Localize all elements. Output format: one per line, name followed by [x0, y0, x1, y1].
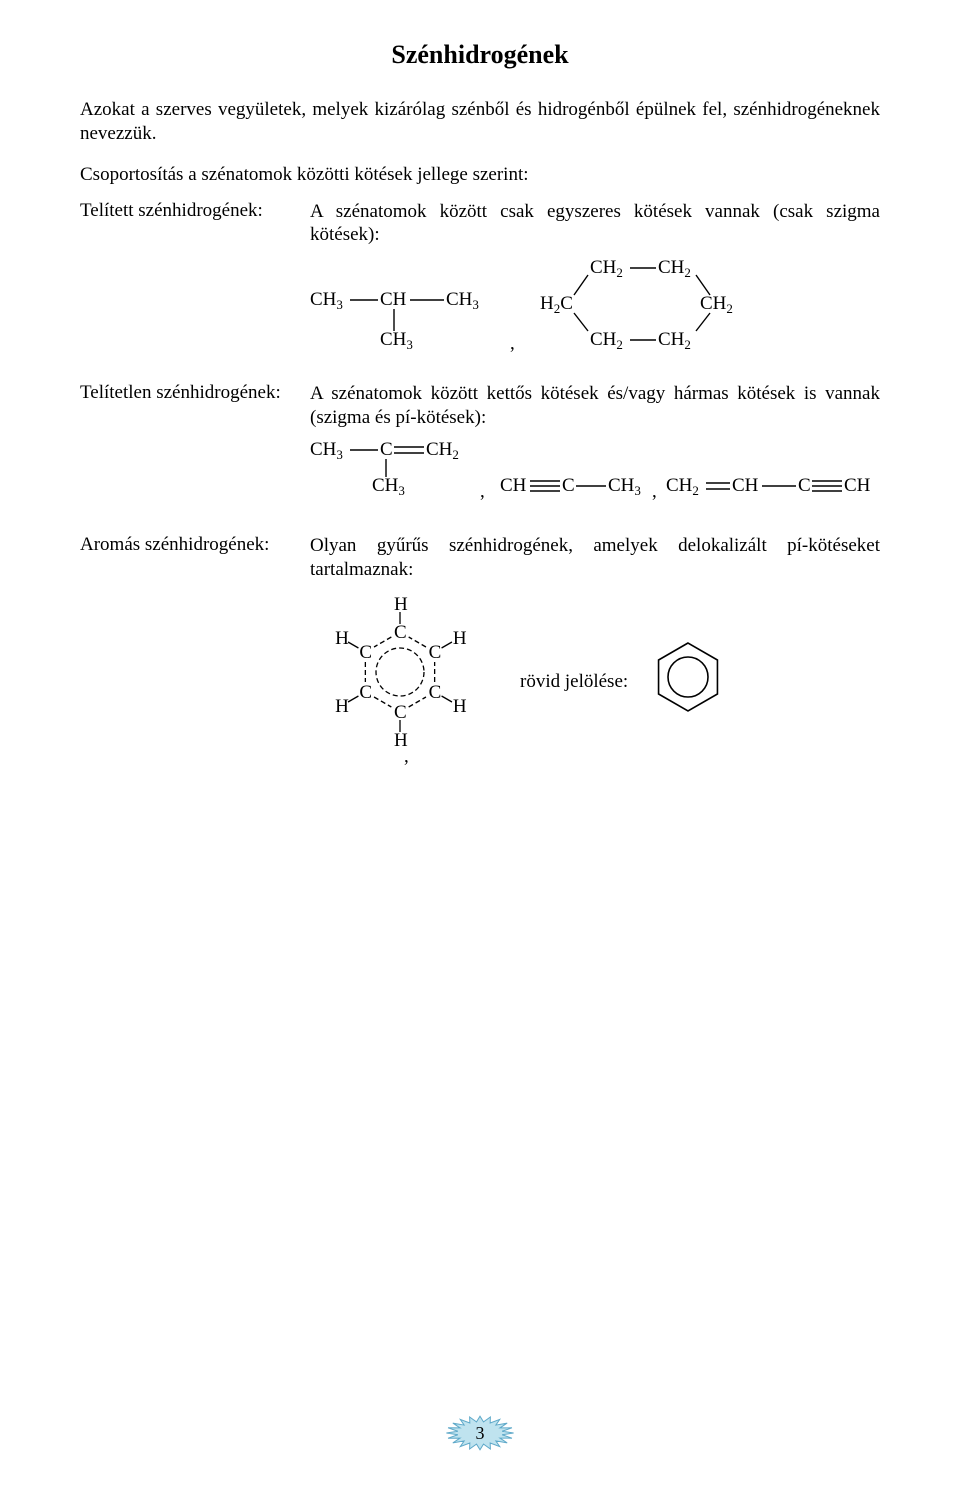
svg-text:CH: CH [380, 289, 407, 310]
unsat-formula-svg: CH3CCH2CH3,CHCCH3,CH2CHCCH. [310, 439, 870, 509]
svg-text:CH2: CH2 [700, 293, 733, 316]
svg-text:CH: CH [500, 475, 527, 496]
def-aromatic: Aromás szénhidrogének: Olyan gyűrűs szén… [80, 534, 880, 780]
svg-text:C: C [359, 642, 372, 663]
page: Szénhidrogének Azokat a szerves vegyület… [0, 0, 960, 1485]
svg-text:3: 3 [476, 1423, 485, 1443]
benzene-detailed-svg: CCCCCCHHHHHH, [310, 592, 500, 772]
svg-text:H: H [335, 628, 349, 649]
svg-text:H2C: H2C [540, 293, 573, 316]
svg-text:H: H [453, 696, 467, 717]
svg-text:,: , [404, 746, 409, 767]
svg-text:CH3: CH3 [372, 475, 405, 498]
def-saturated: Telített szénhidrogének: A szénatomok kö… [80, 200, 880, 372]
unsaturated-structures: CH3CCH2CH3,CHCCH3,CH2CHCCH. [310, 439, 880, 516]
term-aromatic: Aromás szénhidrogének: [80, 534, 310, 556]
term-saturated: Telített szénhidrogének: [80, 200, 310, 222]
intro-paragraph: Azokat a szerves vegyületek, melyek kizá… [80, 98, 880, 146]
svg-text:CH2: CH2 [666, 475, 699, 498]
svg-text:,: , [480, 481, 485, 502]
svg-text:H: H [335, 696, 349, 717]
svg-text:CH3: CH3 [310, 439, 343, 462]
svg-text:CH2: CH2 [426, 439, 459, 462]
desc-aromatic: Olyan gyűrűs szénhidrogének, amelyek del… [310, 535, 880, 580]
svg-text:CH2: CH2 [658, 329, 691, 352]
benzene-simple-svg [648, 637, 738, 727]
svg-text:C: C [562, 475, 575, 496]
svg-text:CH: CH [844, 475, 870, 496]
body-aromatic: Olyan gyűrűs szénhidrogének, amelyek del… [310, 534, 880, 780]
saturated-structures: CH3 CH CH3 CH3, CH2 CH2 H2C CH2 CH2 CH2 [310, 257, 880, 364]
svg-text:C: C [359, 682, 372, 703]
svg-text:C: C [380, 439, 393, 460]
svg-text:CH3: CH3 [446, 289, 479, 312]
svg-text:CH2: CH2 [590, 329, 623, 352]
body-unsaturated: A szénatomok között kettős kötések és/va… [310, 382, 880, 524]
desc-saturated: A szénatomok között csak egyszeres kötés… [310, 201, 880, 246]
svg-text:CH2: CH2 [590, 257, 623, 280]
svg-text:C: C [394, 622, 407, 643]
short-notation-label: rövid jelölése: [520, 670, 628, 694]
svg-text:C: C [429, 642, 442, 663]
svg-text:C: C [798, 475, 811, 496]
svg-text:C: C [394, 702, 407, 723]
svg-text:CH: CH [732, 475, 759, 496]
svg-text:,: , [510, 333, 515, 354]
svg-text:H: H [453, 628, 467, 649]
classification-heading: Csoportosítás a szénatomok közötti kötés… [80, 164, 880, 186]
svg-text:CH3: CH3 [608, 475, 641, 498]
svg-text:CH2: CH2 [658, 257, 691, 280]
aromatic-structures: CCCCCCHHHHHH, rövid jelölése: [310, 592, 880, 772]
svg-text:CH3: CH3 [380, 329, 413, 352]
sat-formula-svg: CH3 CH CH3 CH3, CH2 CH2 H2C CH2 CH2 CH2 [310, 257, 830, 357]
svg-text:,: , [652, 481, 657, 502]
badge-icon: 3 [440, 1411, 520, 1455]
def-unsaturated: Telítetlen szénhidrogének: A szénatomok … [80, 382, 880, 524]
page-title: Szénhidrogének [80, 40, 880, 70]
body-saturated: A szénatomok között csak egyszeres kötés… [310, 200, 880, 372]
svg-text:CH3: CH3 [310, 289, 343, 312]
term-unsaturated: Telítetlen szénhidrogének: [80, 382, 310, 404]
svg-text:C: C [429, 682, 442, 703]
page-number-badge: 3 [0, 1411, 960, 1455]
desc-unsaturated: A szénatomok között kettős kötések és/va… [310, 383, 880, 428]
svg-text:H: H [394, 594, 408, 615]
